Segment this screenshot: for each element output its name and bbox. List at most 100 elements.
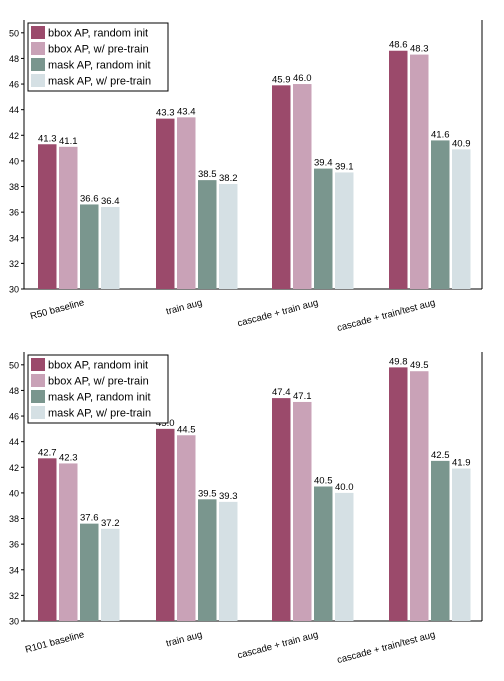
x-category-label: cascade + train aug — [236, 297, 319, 329]
data-label: 41.3 — [38, 133, 57, 144]
legend-swatch — [31, 26, 45, 39]
data-label: 40.9 — [452, 138, 471, 149]
x-category-label: train aug — [165, 297, 204, 317]
bar — [335, 172, 354, 289]
y-tick-label: 46 — [9, 80, 19, 90]
bar — [335, 492, 354, 621]
data-label: 43.3 — [156, 108, 175, 119]
chart-2: 30 32 34 36 38 40 42 44 46 48 50 42.7 42.3 37.6 37.2 R1… — [9, 352, 483, 666]
legend-swatch — [31, 406, 45, 419]
y-tick-label: 44 — [9, 437, 19, 447]
legend-label: bbox AP, random init — [48, 28, 148, 40]
data-label: 48.3 — [410, 44, 429, 55]
y-tick-label: 34 — [9, 233, 19, 243]
legend-swatch — [31, 374, 45, 387]
data-label: 39.5 — [198, 488, 217, 499]
y-tick-label: 38 — [9, 182, 19, 192]
legend-swatch — [31, 42, 45, 55]
y-tick-label: 30 — [9, 617, 19, 627]
legend-swatch — [31, 58, 45, 71]
bar — [431, 140, 450, 289]
data-label: 36.4 — [101, 196, 120, 207]
bar — [156, 118, 175, 289]
legend-swatch — [31, 358, 45, 371]
y-tick-label: 38 — [9, 514, 19, 524]
bar — [410, 54, 429, 290]
bar — [156, 428, 175, 621]
data-label: 45.9 — [272, 74, 291, 85]
data-label: 38.5 — [198, 169, 217, 180]
x-category-label: cascade + train aug — [236, 629, 319, 661]
data-label: 41.1 — [59, 136, 78, 147]
legend-label: mask AP, w/ pre-train — [48, 76, 151, 88]
legend-swatch — [31, 74, 45, 87]
y-tick-label: 48 — [9, 54, 19, 64]
y-tick-label: 42 — [9, 463, 19, 473]
bar — [101, 207, 120, 289]
y-tick-label: 48 — [9, 386, 19, 396]
data-label: 39.4 — [314, 158, 333, 169]
bar — [38, 144, 57, 289]
data-label: 39.1 — [335, 161, 354, 172]
bar — [272, 398, 291, 621]
data-label: 40.0 — [335, 482, 354, 493]
bar — [293, 401, 312, 621]
y-tick-label: 34 — [9, 565, 19, 575]
bar — [389, 50, 408, 289]
bar — [293, 84, 312, 289]
data-label: 46.0 — [293, 73, 312, 84]
bar — [198, 180, 217, 289]
bar — [59, 463, 78, 621]
bar — [452, 468, 471, 621]
bar — [177, 435, 196, 621]
bar — [80, 204, 99, 289]
legend-label: bbox AP, w/ pre-train — [48, 376, 149, 388]
y-tick-label: 50 — [9, 28, 19, 38]
y-tick-label: 50 — [9, 360, 19, 370]
x-category-label: cascade + train/test aug — [336, 629, 437, 666]
bar — [80, 523, 99, 621]
bar — [177, 117, 196, 289]
y-tick-label: 30 — [9, 285, 19, 295]
bar — [410, 371, 429, 621]
bar — [38, 458, 57, 621]
data-label: 44.5 — [177, 424, 196, 435]
bar — [219, 501, 238, 621]
y-tick-label: 44 — [9, 105, 19, 115]
data-label: 43.4 — [177, 106, 196, 117]
chart-1: 30 32 34 36 38 40 42 44 46 48 50 41.3 41.1 36.6 36.4 R5… — [9, 20, 483, 334]
data-label: 41.9 — [452, 458, 471, 469]
y-tick-label: 36 — [9, 540, 19, 550]
y-tick-label: 32 — [9, 591, 19, 601]
legend-label: mask AP, w/ pre-train — [48, 408, 151, 420]
bar — [389, 367, 408, 621]
data-label: 37.2 — [101, 518, 120, 529]
y-tick-label: 46 — [9, 412, 19, 422]
data-label: 47.4 — [272, 387, 291, 398]
x-category-label: R101 baseline — [24, 629, 86, 655]
data-label: 37.6 — [80, 513, 99, 524]
legend-label: bbox AP, random init — [48, 360, 148, 372]
y-tick-label: 40 — [9, 488, 19, 498]
bar — [314, 168, 333, 289]
data-label: 47.1 — [293, 391, 312, 402]
data-label: 42.5 — [431, 450, 450, 461]
x-category-label: train aug — [165, 629, 204, 649]
legend-box — [27, 354, 169, 424]
data-label: 40.5 — [314, 476, 333, 487]
bar — [452, 149, 471, 289]
data-label: 48.6 — [389, 40, 408, 51]
data-label: 49.5 — [410, 360, 429, 371]
data-label: 38.2 — [219, 173, 238, 184]
y-tick-label: 40 — [9, 156, 19, 166]
data-label: 39.3 — [219, 491, 238, 502]
bar — [431, 460, 450, 621]
bar — [219, 183, 238, 289]
x-category-label: cascade + train/test aug — [336, 297, 437, 334]
legend-label: mask AP, random init — [48, 392, 151, 404]
y-tick-label: 42 — [9, 131, 19, 141]
data-label: 49.8 — [389, 356, 408, 367]
x-category-label: R50 baseline — [29, 297, 85, 322]
bar — [59, 146, 78, 289]
